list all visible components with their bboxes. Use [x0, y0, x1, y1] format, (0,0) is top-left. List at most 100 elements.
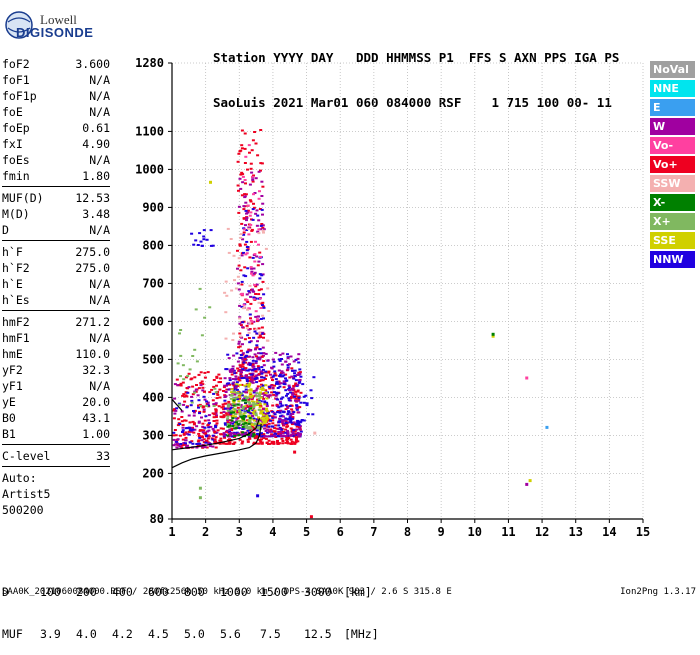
param-row: foE N/A: [2, 104, 110, 120]
echo-point: [247, 384, 251, 387]
echo-point: [239, 414, 243, 417]
echo-point: [257, 399, 261, 402]
echo-point: [226, 415, 230, 418]
echo-point: [312, 376, 316, 379]
echo-point: [271, 422, 275, 425]
echo-point: [252, 193, 255, 196]
echo-point: [270, 440, 274, 443]
echo-point: [255, 374, 259, 377]
echo-point: [203, 371, 207, 374]
echo-point: [216, 393, 220, 396]
echo-point: [196, 444, 200, 447]
echo-point: [276, 439, 279, 442]
echo-point: [259, 318, 263, 320]
echo-point: [227, 403, 231, 406]
echo-point: [241, 358, 245, 361]
echo-point: [201, 389, 205, 392]
echo-point: [215, 422, 219, 425]
echo-point: [258, 348, 262, 351]
echo-point: [491, 332, 495, 336]
echo-point: [223, 402, 227, 405]
echo-point: [289, 443, 293, 445]
echo-point: [221, 427, 225, 430]
echo-point: [262, 415, 266, 418]
echo-point: [243, 433, 247, 436]
param-row: foF1 N/A: [2, 72, 110, 88]
echo-point: [295, 425, 299, 428]
echo-point: [250, 149, 254, 152]
echo-point: [286, 412, 290, 415]
echo-point: [277, 369, 281, 372]
echo-point: [179, 354, 183, 357]
echo-point: [243, 147, 247, 150]
echo-point: [287, 399, 291, 402]
echo-point: [247, 398, 251, 401]
echo-point: [179, 443, 183, 445]
echo-point: [246, 440, 250, 443]
echo-point: [239, 149, 243, 152]
echo-point: [259, 352, 263, 355]
param-name: yF1: [2, 379, 23, 393]
echo-point: [274, 374, 278, 377]
echo-point: [219, 415, 223, 418]
param-value: 43.1: [82, 411, 110, 425]
echo-point: [215, 384, 218, 387]
param-separator: [2, 240, 110, 241]
echo-point: [203, 390, 206, 393]
echo-point: [176, 362, 180, 365]
trace-line: [171, 398, 183, 412]
param-name: foE: [2, 105, 23, 119]
echo-point: [260, 423, 264, 426]
echo-point: [222, 408, 226, 411]
y-tick-label: 600: [142, 314, 164, 328]
echo-point: [245, 324, 249, 327]
echo-point: [255, 209, 259, 212]
echo-point: [238, 376, 242, 379]
echo-point: [257, 197, 261, 200]
echo-point: [274, 433, 278, 436]
echo-point: [262, 333, 266, 335]
echo-point: [244, 377, 248, 379]
echo-point: [287, 384, 291, 387]
echo-point: [259, 307, 263, 309]
param-separator: [2, 444, 110, 445]
echo-point: [205, 446, 209, 449]
echo-point: [284, 389, 288, 392]
echo-point: [198, 232, 202, 235]
echo-point: [198, 496, 202, 500]
echo-point: [288, 391, 292, 394]
echo-point: [260, 412, 264, 415]
echo-point: [247, 337, 251, 339]
echo-point: [180, 410, 184, 413]
echo-point: [248, 341, 252, 344]
echo-point: [203, 446, 207, 449]
echo-point: [257, 289, 261, 292]
echo-point: [241, 343, 244, 346]
echo-point: [197, 387, 201, 390]
echo-point: [246, 397, 249, 399]
echo-point: [259, 297, 262, 300]
echo-point: [247, 144, 251, 147]
autoscale-line: Artist5: [2, 487, 51, 501]
echo-point: [239, 373, 243, 376]
echo-point: [227, 423, 231, 426]
echo-point: [244, 182, 247, 185]
echo-point: [274, 424, 278, 427]
echo-point: [238, 379, 242, 382]
echo-point: [286, 433, 290, 436]
echo-point: [291, 432, 295, 435]
echo-point: [266, 419, 270, 422]
echo-point: [240, 433, 243, 436]
echo-point: [223, 399, 227, 402]
echo-point: [222, 415, 226, 418]
echo-point: [298, 425, 302, 428]
echo-point: [232, 411, 236, 414]
y-tick-label: 800: [142, 238, 164, 252]
echo-point: [236, 411, 240, 414]
echo-point: [197, 421, 201, 424]
echo-point: [193, 428, 197, 431]
echo-point: [294, 439, 298, 442]
echo-point: [291, 417, 294, 420]
echo-point: [203, 426, 207, 429]
echo-point: [287, 437, 291, 440]
